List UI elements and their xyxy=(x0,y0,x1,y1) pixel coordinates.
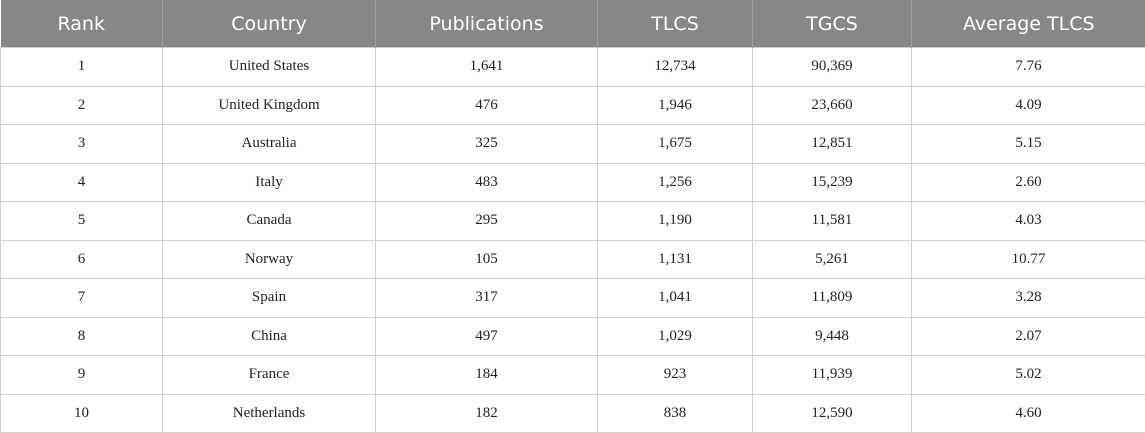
table-cell: 483 xyxy=(375,162,598,202)
table-cell: 15,239 xyxy=(752,162,912,202)
table-row: 7 Spain 317 1,041 11,809 3.28 xyxy=(0,278,1145,318)
table-cell: 1,946 xyxy=(597,85,753,125)
table-cell: 1,190 xyxy=(597,201,753,241)
table-cell: 182 xyxy=(375,393,598,433)
table-cell: 12,851 xyxy=(752,124,912,164)
table-cell: Italy xyxy=(162,162,376,202)
header-cell: Country xyxy=(162,0,376,48)
table-cell: Norway xyxy=(162,239,376,279)
header-row: Rank Country Publications TLCS TGCS Average T… xyxy=(0,0,1145,48)
table-cell: 7.76 xyxy=(911,47,1145,87)
table-cell: 10 xyxy=(0,393,163,433)
table-cell: 3 xyxy=(0,124,163,164)
table-cell: 295 xyxy=(375,201,598,241)
table-cell: 184 xyxy=(375,355,598,395)
table-cell: 923 xyxy=(597,355,753,395)
table-row: 10 Netherlands 182 838 12,590 4.60 xyxy=(0,393,1145,433)
table-cell: 3.28 xyxy=(911,278,1145,318)
table-cell: 1,029 xyxy=(597,316,753,356)
table-row: 1 United States 1,641 12,734 90,369 7.76 xyxy=(0,47,1145,87)
table-cell: China xyxy=(162,316,376,356)
table-cell: 7 xyxy=(0,278,163,318)
header-cell: Rank xyxy=(0,0,163,48)
table-cell: 11,581 xyxy=(752,201,912,241)
table-cell: 4 xyxy=(0,162,163,202)
table-row: 8 China 497 1,029 9,448 2.07 xyxy=(0,316,1145,356)
table-cell: 325 xyxy=(375,124,598,164)
table-cell: 476 xyxy=(375,85,598,125)
table-cell: 1,641 xyxy=(375,47,598,87)
table-cell: 10.77 xyxy=(911,239,1145,279)
table-cell: 2.07 xyxy=(911,316,1145,356)
table-row: 6 Norway 105 1,131 5,261 10.77 xyxy=(0,239,1145,279)
table-cell: 12,734 xyxy=(597,47,753,87)
table-cell: 838 xyxy=(597,393,753,433)
table-cell: 4.09 xyxy=(911,85,1145,125)
table-cell: 1 xyxy=(0,47,163,87)
table-cell: 1,131 xyxy=(597,239,753,279)
table-cell: 11,809 xyxy=(752,278,912,318)
header-cell: TLCS xyxy=(597,0,753,48)
table-cell: France xyxy=(162,355,376,395)
table-row: 5 Canada 295 1,190 11,581 4.03 xyxy=(0,201,1145,241)
table-cell: 12,590 xyxy=(752,393,912,433)
table-cell: 90,369 xyxy=(752,47,912,87)
table-cell: 4.60 xyxy=(911,393,1145,433)
table-cell: United States xyxy=(162,47,376,87)
table-cell: 11,939 xyxy=(752,355,912,395)
table-row: 3 Australia 325 1,675 12,851 5.15 xyxy=(0,124,1145,164)
table-cell: 317 xyxy=(375,278,598,318)
header-cell: Publications xyxy=(375,0,598,48)
table-cell: 105 xyxy=(375,239,598,279)
table-row: 4 Italy 483 1,256 15,239 2.60 xyxy=(0,162,1145,202)
table-cell: 5.02 xyxy=(911,355,1145,395)
table-cell: 8 xyxy=(0,316,163,356)
table-cell: 2 xyxy=(0,85,163,125)
table-row: 2 United Kingdom 476 1,946 23,660 4.09 xyxy=(0,85,1145,125)
table-cell: Australia xyxy=(162,124,376,164)
table-cell: 4.03 xyxy=(911,201,1145,241)
table-cell: 9,448 xyxy=(752,316,912,356)
table-cell: 1,256 xyxy=(597,162,753,202)
table-cell: 9 xyxy=(0,355,163,395)
table-cell: Spain xyxy=(162,278,376,318)
header-cell: Average TLCS xyxy=(911,0,1145,48)
table-body: 1 United States 1,641 12,734 90,369 7.76 2 Unit… xyxy=(0,47,1145,433)
table-cell: 5 xyxy=(0,201,163,241)
header-cell: TGCS xyxy=(752,0,912,48)
table-cell: 5.15 xyxy=(911,124,1145,164)
table-cell: 2.60 xyxy=(911,162,1145,202)
table-cell: 1,041 xyxy=(597,278,753,318)
table-cell: 6 xyxy=(0,239,163,279)
table-cell: Canada xyxy=(162,201,376,241)
table-row: 9 France 184 923 11,939 5.02 xyxy=(0,355,1145,395)
table-cell: Netherlands xyxy=(162,393,376,433)
table-cell: 1,675 xyxy=(597,124,753,164)
table-cell: 497 xyxy=(375,316,598,356)
table-cell: United Kingdom xyxy=(162,85,376,125)
table-cell: 23,660 xyxy=(752,85,912,125)
table-cell: 5,261 xyxy=(752,239,912,279)
